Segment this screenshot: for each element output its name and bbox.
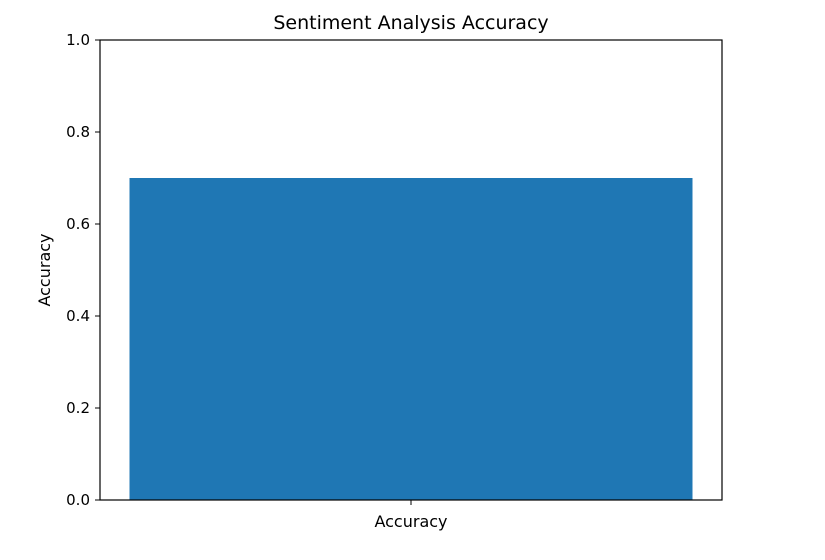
bar-accuracy — [129, 178, 693, 500]
y-tick-label: 0.2 — [66, 399, 90, 417]
bars-layer — [129, 178, 693, 500]
y-tick-label: 0.4 — [66, 307, 90, 325]
chart-title: Sentiment Analysis Accuracy — [273, 12, 548, 34]
y-tick-label: 0.6 — [66, 215, 90, 233]
y-axis: 0.0 0.2 0.4 0.6 0.8 1.0 — [66, 31, 100, 509]
y-tick-label: 0.0 — [66, 491, 90, 509]
x-axis-label: Accuracy — [374, 512, 447, 531]
y-tick-label: 0.8 — [66, 123, 90, 141]
y-tick-label: 1.0 — [66, 31, 90, 49]
plot-frame — [99, 39, 723, 501]
y-axis-label: Accuracy — [35, 233, 54, 306]
